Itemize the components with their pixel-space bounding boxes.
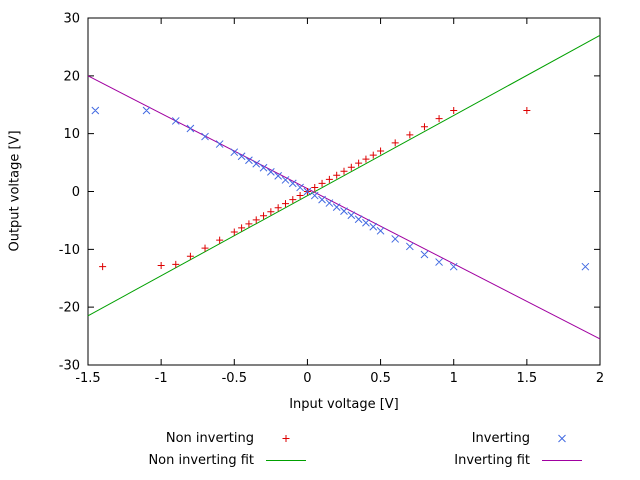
svg-text:20: 20 [63, 69, 80, 84]
legend-item-non-inverting-fit: Non inverting fit [56, 452, 308, 468]
svg-text:1: 1 [450, 371, 458, 386]
svg-text:10: 10 [63, 127, 80, 142]
legend-label-non-inverting: Non inverting [165, 430, 254, 446]
legend-label-inverting: Inverting [471, 430, 530, 446]
svg-text:0: 0 [72, 185, 80, 200]
svg-text:1.5: 1.5 [517, 371, 538, 386]
svg-text:-1.5: -1.5 [75, 371, 100, 386]
svg-text:-0.5: -0.5 [222, 371, 247, 386]
plus-marker-icon [282, 434, 290, 442]
svg-text:-1: -1 [155, 371, 168, 386]
legend-label-inverting-fit: Inverting fit [454, 452, 530, 468]
line-sample-icon [542, 459, 582, 461]
legend-item-non-inverting: Non inverting [56, 430, 308, 446]
svg-text:0.5: 0.5 [370, 371, 391, 386]
svg-text:-20: -20 [59, 301, 80, 316]
line-sample-icon [266, 459, 306, 461]
legend-label-non-inverting-fit: Non inverting fit [148, 452, 254, 468]
x-axis-label: Input voltage [V] [289, 397, 399, 412]
svg-text:-30: -30 [59, 359, 80, 374]
svg-text:30: 30 [63, 12, 80, 27]
legend-item-inverting-fit: Inverting fit [332, 452, 584, 468]
svg-text:0: 0 [303, 371, 311, 386]
legend-item-inverting: Inverting [332, 430, 584, 446]
y-axis-label: Output voltage [V] [7, 130, 23, 252]
cross-marker-icon [558, 434, 566, 442]
svg-text:-10: -10 [59, 243, 80, 258]
svg-text:2: 2 [596, 371, 604, 386]
